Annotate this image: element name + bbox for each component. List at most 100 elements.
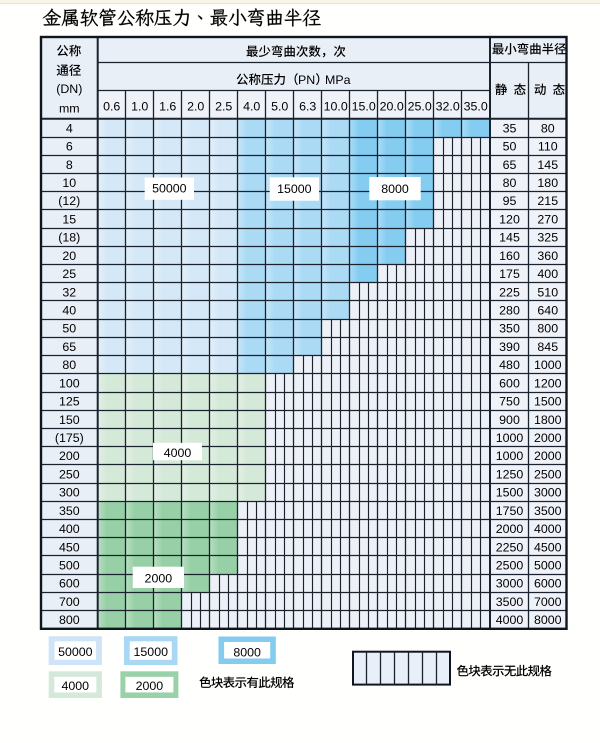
svg-text:(DN): (DN) [56, 82, 82, 96]
svg-text:1500: 1500 [496, 486, 524, 500]
svg-text:80: 80 [62, 358, 76, 372]
svg-text:390: 390 [499, 340, 520, 354]
svg-text:160: 160 [499, 249, 520, 263]
svg-text:200: 200 [59, 449, 80, 463]
svg-text:145: 145 [499, 231, 520, 245]
svg-text:1750: 1750 [496, 504, 524, 518]
svg-text:35.0: 35.0 [464, 99, 488, 113]
svg-text:50: 50 [503, 140, 517, 154]
svg-text:50000: 50000 [152, 182, 187, 196]
svg-text:MPa: MPa [325, 73, 351, 87]
svg-text:25: 25 [62, 267, 76, 281]
svg-text:1000: 1000 [534, 358, 562, 372]
svg-text:8000: 8000 [381, 182, 409, 196]
svg-text:800: 800 [59, 613, 80, 627]
svg-text:350: 350 [499, 322, 520, 336]
svg-text:750: 750 [499, 395, 520, 409]
svg-text:480: 480 [499, 358, 520, 372]
svg-text:510: 510 [537, 285, 558, 299]
svg-text:270: 270 [537, 212, 558, 226]
svg-text:10: 10 [62, 176, 76, 190]
svg-text:800: 800 [537, 322, 558, 336]
svg-text:500: 500 [59, 559, 80, 573]
svg-text:360: 360 [537, 249, 558, 263]
svg-text:2500: 2500 [496, 559, 524, 573]
svg-text:400: 400 [59, 522, 80, 536]
svg-text:4000: 4000 [534, 522, 562, 536]
svg-text:300: 300 [59, 486, 80, 500]
svg-text:1800: 1800 [534, 413, 562, 427]
svg-text:mm: mm [59, 102, 80, 116]
svg-text:95: 95 [503, 194, 517, 208]
svg-text:15000: 15000 [277, 182, 312, 196]
svg-text:3500: 3500 [534, 504, 562, 518]
svg-text:6000: 6000 [534, 577, 562, 591]
svg-text:400: 400 [537, 267, 558, 281]
svg-text:2000: 2000 [145, 572, 173, 586]
svg-text:250: 250 [59, 467, 80, 481]
svg-text:1250: 1250 [496, 467, 524, 481]
svg-text:3000: 3000 [534, 486, 562, 500]
svg-text:2500: 2500 [534, 467, 562, 481]
svg-text:65: 65 [62, 340, 76, 354]
svg-text:3000: 3000 [496, 577, 524, 591]
svg-text:32: 32 [62, 285, 76, 299]
svg-text:15000: 15000 [134, 645, 169, 659]
svg-text:8000: 8000 [233, 646, 261, 660]
svg-text:35: 35 [503, 121, 517, 135]
svg-text:15.0: 15.0 [352, 99, 376, 113]
svg-text:1000: 1000 [496, 431, 524, 445]
svg-text:5.0: 5.0 [271, 99, 288, 113]
svg-text:PN: PN [298, 73, 315, 87]
svg-text:2.0: 2.0 [187, 99, 204, 113]
svg-text:640: 640 [537, 304, 558, 318]
svg-text:5000: 5000 [534, 559, 562, 573]
svg-text:225: 225 [499, 285, 520, 299]
svg-text:8: 8 [66, 158, 73, 172]
svg-text:8000: 8000 [534, 613, 562, 627]
svg-text:2000: 2000 [136, 679, 164, 693]
svg-text:4000: 4000 [164, 446, 192, 460]
svg-text:900: 900 [499, 413, 520, 427]
svg-text:(175): (175) [55, 431, 84, 445]
svg-text:325: 325 [537, 231, 558, 245]
svg-text:(18): (18) [58, 231, 80, 245]
svg-text:4000: 4000 [62, 679, 90, 693]
svg-text:125: 125 [59, 395, 80, 409]
svg-text:7000: 7000 [534, 595, 562, 609]
svg-text:145: 145 [537, 158, 558, 172]
svg-text:4500: 4500 [534, 540, 562, 554]
svg-text:215: 215 [537, 194, 558, 208]
svg-text:1500: 1500 [534, 395, 562, 409]
svg-text:80: 80 [503, 176, 517, 190]
svg-text:6.3: 6.3 [299, 99, 316, 113]
svg-text:4.0: 4.0 [243, 99, 260, 113]
svg-text:1200: 1200 [534, 376, 562, 390]
svg-text:110: 110 [538, 140, 558, 154]
svg-text:2000: 2000 [496, 522, 524, 536]
svg-text:32.0: 32.0 [436, 99, 460, 113]
svg-text:280: 280 [499, 304, 520, 318]
svg-text:1000: 1000 [496, 449, 524, 463]
svg-text:2.5: 2.5 [215, 99, 232, 113]
svg-text:6: 6 [66, 140, 73, 154]
svg-text:50: 50 [62, 322, 76, 336]
svg-text:600: 600 [59, 577, 80, 591]
svg-text:2250: 2250 [496, 540, 524, 554]
svg-text:4: 4 [66, 121, 73, 135]
svg-text:150: 150 [59, 413, 80, 427]
svg-text:175: 175 [499, 267, 520, 281]
svg-text:700: 700 [59, 595, 80, 609]
svg-text:1.6: 1.6 [159, 99, 176, 113]
svg-text:600: 600 [499, 376, 520, 390]
svg-text:2000: 2000 [534, 449, 562, 463]
svg-text:100: 100 [59, 376, 80, 390]
svg-text:845: 845 [537, 340, 558, 354]
svg-text:180: 180 [537, 176, 558, 190]
svg-text:2000: 2000 [534, 431, 562, 445]
svg-text:4000: 4000 [496, 613, 524, 627]
svg-text:25.0: 25.0 [408, 99, 432, 113]
svg-text:1.0: 1.0 [131, 99, 148, 113]
svg-text:0.6: 0.6 [103, 99, 120, 113]
svg-text:80: 80 [541, 121, 555, 135]
